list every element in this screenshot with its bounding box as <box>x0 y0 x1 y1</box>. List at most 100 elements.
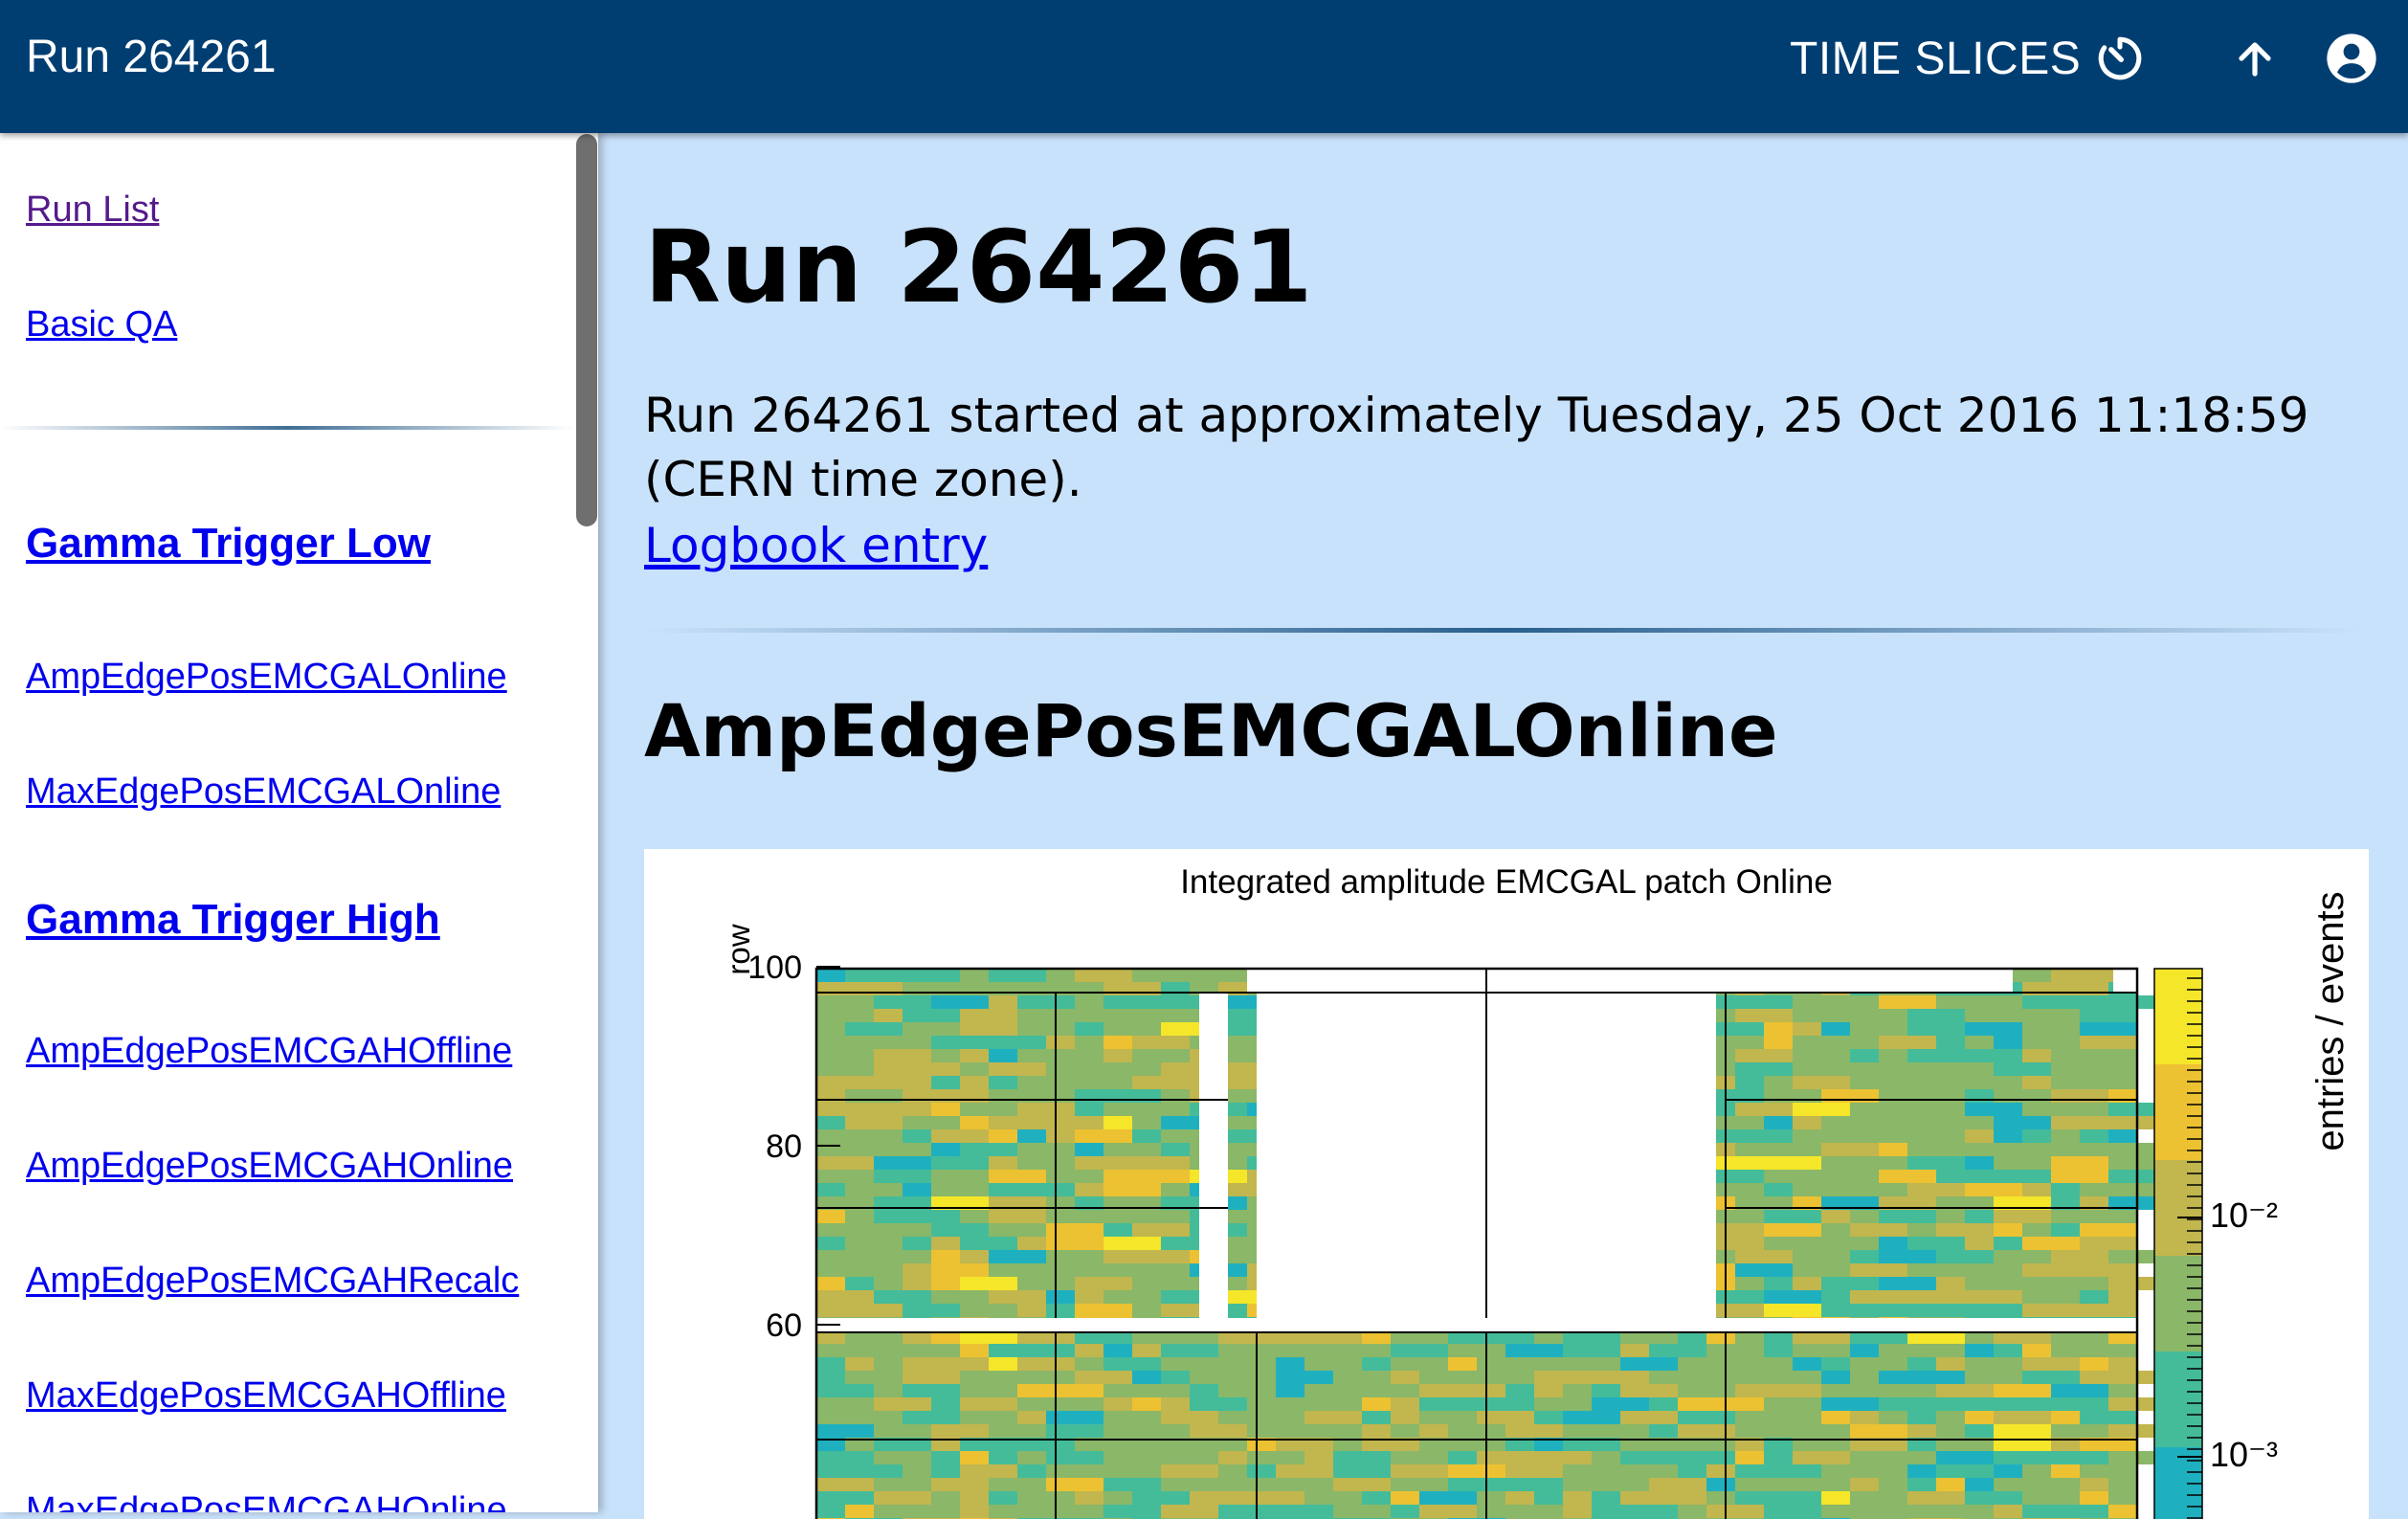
heatmap-cell <box>1706 1129 1764 1143</box>
heatmap-cell <box>1017 1156 1075 1170</box>
link-maxedgepos-emcgah-offline[interactable]: MaxEdgePosEMCGAHOffline <box>26 1375 506 1416</box>
heatmap-cell <box>1735 1076 1764 1089</box>
heatmap-cell <box>2051 969 2108 982</box>
heatmap-cell <box>1821 1371 1850 1384</box>
heatmap-cell <box>2022 1049 2051 1062</box>
empty-region <box>1764 969 1783 993</box>
heatmap-cell <box>1936 1304 1965 1317</box>
heatmap-cell <box>931 1049 960 1062</box>
account-button[interactable] <box>2322 29 2381 88</box>
heatmap-cell <box>1075 1143 1104 1156</box>
heatmap-plot: Integrated amplitude EMCGAL patch Online… <box>644 849 2369 1519</box>
heatmap-cell <box>2080 1478 2108 1491</box>
run-list-link[interactable]: Run List <box>26 190 160 230</box>
heatmap-cell <box>989 1263 1017 1277</box>
heatmap-cell <box>931 1451 960 1464</box>
heatmap-cell <box>1907 1022 1965 1036</box>
heatmap-cell <box>1907 1129 1936 1143</box>
heatmap-cell <box>1793 1116 1821 1129</box>
heatmap-cell <box>1620 1411 1678 1424</box>
link-maxedgepos-emcgah-online[interactable]: MaxEdgePosEMCGAHOnline <box>26 1490 507 1512</box>
heatmap-cell <box>1907 1036 1936 1049</box>
heatmap-cell <box>1678 1384 1735 1397</box>
heatmap-cell <box>1764 1344 1793 1357</box>
heatmap-cell <box>2022 1237 2080 1250</box>
heatmap-cell <box>1104 1357 1161 1371</box>
heatmap-cell <box>1075 1357 1104 1371</box>
heatmap-cell <box>1850 1438 1907 1451</box>
heatmap-cell <box>989 1129 1017 1143</box>
logbook-entry-link[interactable]: Logbook entry <box>644 518 989 573</box>
heatmap-cell <box>1735 1451 1764 1464</box>
heatmap-cell <box>1075 1304 1132 1317</box>
heatmap-cell <box>1104 1022 1161 1036</box>
group-gamma-trigger-low[interactable]: Gamma Trigger Low <box>26 520 431 567</box>
heatmap-cell <box>1218 1344 1276 1357</box>
heatmap-cell <box>1793 1062 1850 1076</box>
heatmap-cell <box>845 1277 874 1290</box>
heatmap-cell <box>1276 1357 1304 1371</box>
heatmap-cell <box>1706 1290 1764 1304</box>
heatmap-cell <box>1218 1464 1247 1478</box>
heatmap-cell <box>2080 1143 2108 1156</box>
heatmap-cell <box>1793 1371 1821 1384</box>
heatmap-cell <box>1735 1277 1764 1290</box>
heatmap-cell <box>1706 1344 1764 1357</box>
heatmap-cell <box>845 1344 903 1357</box>
heatmap-cell <box>1075 1156 1104 1170</box>
group-gamma-trigger-high[interactable]: Gamma Trigger High <box>26 896 440 943</box>
heatmap-cell <box>1649 1491 1706 1505</box>
sidebar-scrollbar[interactable] <box>576 134 597 526</box>
heatmap-cell <box>903 1009 960 1022</box>
heatmap-cell <box>1190 1371 1218 1384</box>
heatmap-cell <box>1046 1210 1075 1223</box>
heatmap-cell <box>874 1491 931 1505</box>
heatmap-cell <box>1850 1223 1907 1237</box>
heatmap-cell <box>2051 1116 2080 1129</box>
heatmap-cell <box>1678 1330 1706 1344</box>
heatmap-cell <box>1936 1505 1994 1518</box>
heatmap-cell <box>1190 969 1218 982</box>
link-ampedgepos-emcgal-online[interactable]: AmpEdgePosEMCGALOnline <box>26 657 507 697</box>
link-maxedgepos-emcgal-online[interactable]: MaxEdgePosEMCGALOnline <box>26 771 502 812</box>
heatmap-cell <box>1075 969 1132 982</box>
heatmap-cell <box>1190 1491 1247 1505</box>
heatmap-cell <box>1161 1411 1218 1424</box>
heatmap-cell <box>989 1357 1017 1371</box>
heatmap-cell <box>931 1143 960 1156</box>
heatmap-cell <box>1793 1237 1850 1250</box>
heatmap-cell <box>1907 1491 1965 1505</box>
heatmap-cell <box>1936 1170 1965 1183</box>
heatmap-cell <box>1017 1022 1075 1036</box>
heatmap-cell <box>1850 1290 1907 1304</box>
heatmap-cell <box>1477 1357 1534 1371</box>
heatmap-cell <box>1764 1505 1821 1518</box>
heatmap-cell <box>1965 1277 2022 1290</box>
heatmap-cell <box>1477 1491 1505 1505</box>
heatmap-cell <box>960 1424 989 1438</box>
scroll-top-button[interactable] <box>2225 29 2285 88</box>
heatmap-cell <box>1735 1062 1793 1076</box>
heatmap-cell <box>1304 1357 1362 1371</box>
heatmap-cell <box>1821 1357 1850 1371</box>
time-slices-label: TIME SLICES <box>1790 33 2082 84</box>
link-ampedgepos-emcgah-offline[interactable]: AmpEdgePosEMCGAHOffline <box>26 1031 513 1071</box>
heatmap-cell <box>816 1036 874 1049</box>
heatmap-cell <box>1592 1505 1620 1518</box>
basic-qa-link[interactable]: Basic QA <box>26 304 178 345</box>
heatmap-cell <box>1936 1196 1994 1210</box>
time-slices-button[interactable]: TIME SLICES <box>1790 25 2144 92</box>
heatmap-cell <box>816 1478 845 1491</box>
heatmap-cell <box>2051 1277 2108 1290</box>
heatmap-cell <box>989 1223 1046 1237</box>
heatmap-cell <box>1362 1357 1391 1371</box>
heatmap-cell <box>2108 1357 2137 1371</box>
heatmap-cell <box>1190 1384 1218 1397</box>
heatmap-cell <box>960 1411 1017 1424</box>
heatmap-cell <box>903 1277 931 1290</box>
link-ampedgepos-emcgah-online[interactable]: AmpEdgePosEMCGAHOnline <box>26 1146 513 1186</box>
link-ampedgepos-emcgah-recalc[interactable]: AmpEdgePosEMCGAHRecalc <box>26 1261 520 1301</box>
heatmap-cell <box>931 1223 989 1237</box>
heatmap-cell <box>1046 1451 1104 1464</box>
heatmap-cell <box>1764 1424 1793 1438</box>
